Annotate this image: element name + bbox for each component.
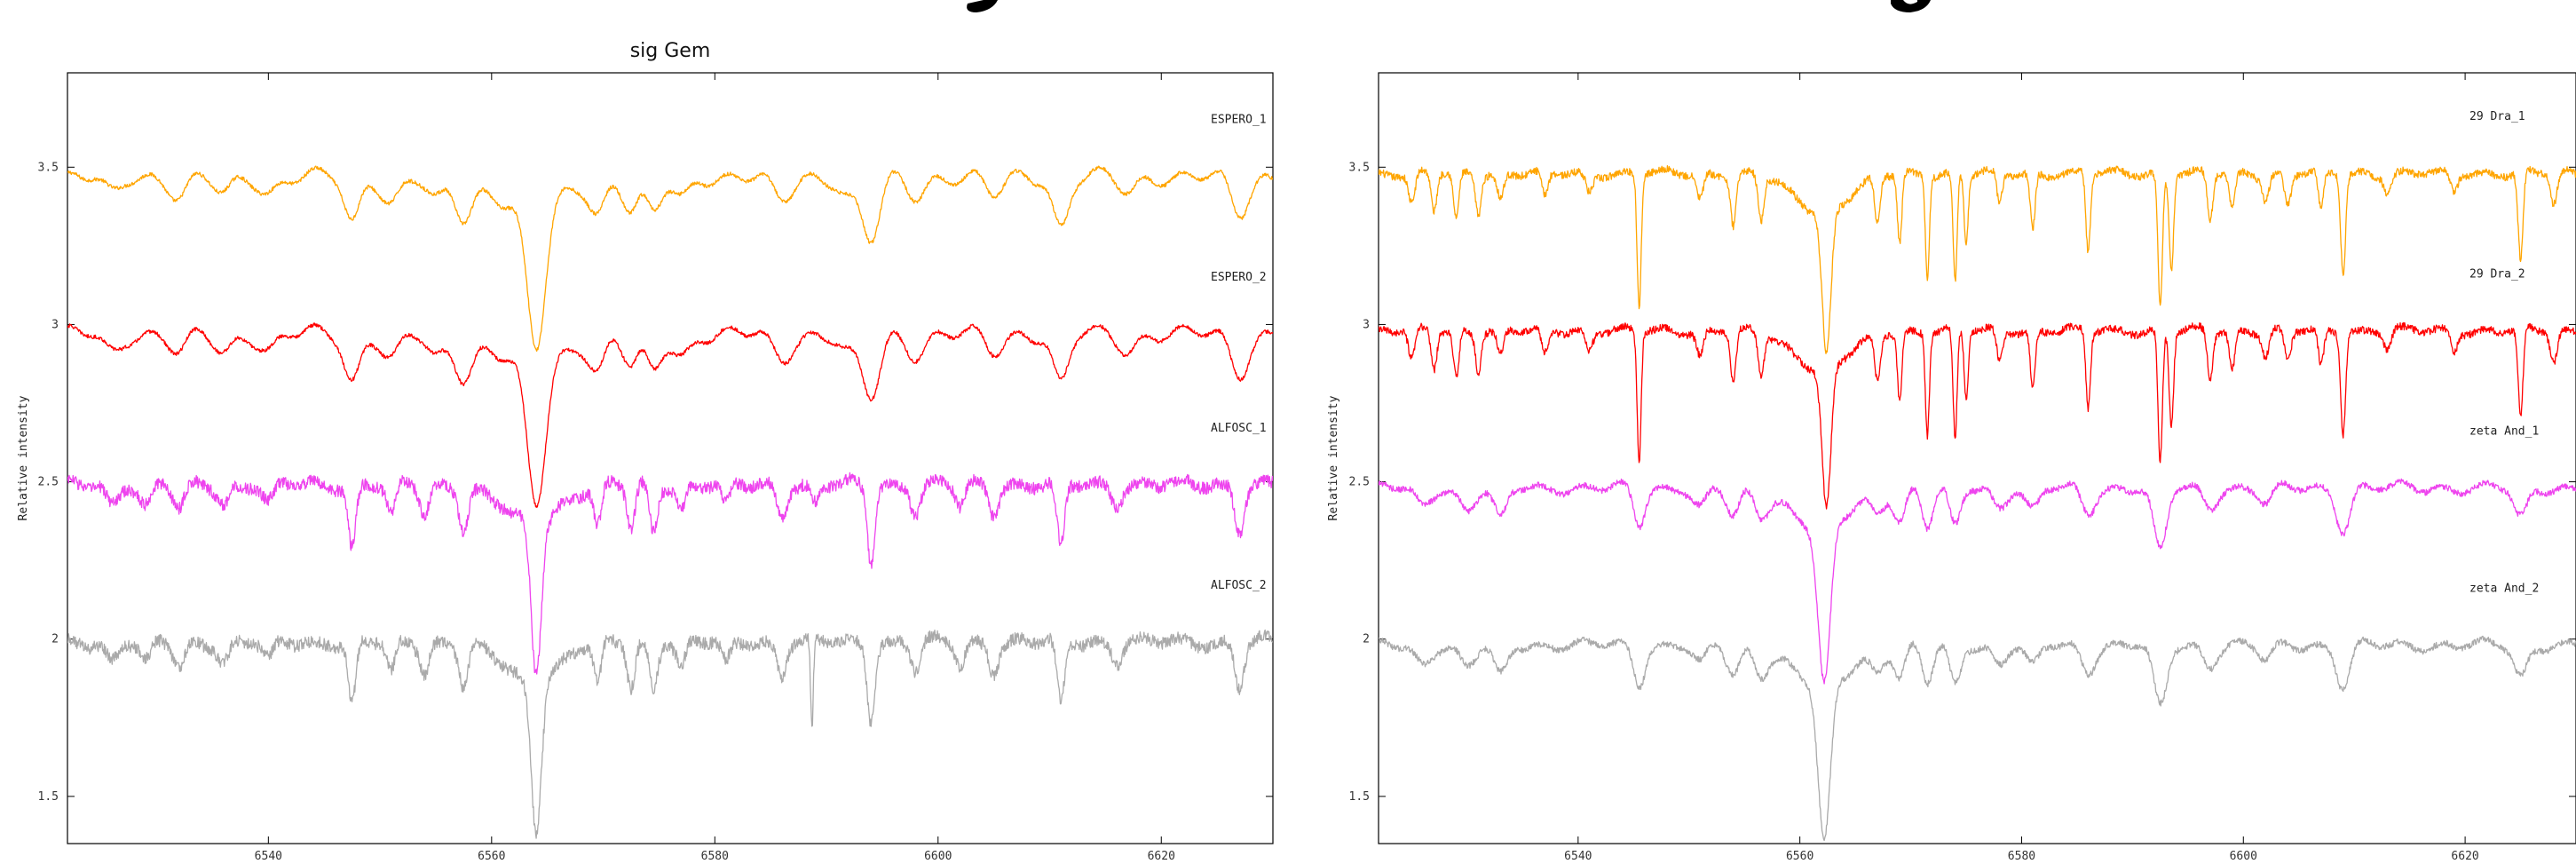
spectrum-line-zeta-and_2 <box>1379 635 2576 842</box>
x-tick-label: 6620 <box>2451 850 2478 863</box>
x-tick-label: 6600 <box>2230 850 2257 863</box>
series-label: zeta And_2 <box>2469 583 2539 596</box>
spectrum-line-espero_2 <box>67 322 1273 508</box>
y-tick-label: 3 <box>51 318 59 331</box>
x-tick-label: 6580 <box>2008 850 2035 863</box>
spectrum-line-alfosc_2 <box>67 629 1273 839</box>
y-tick-label: 3 <box>1363 318 1370 331</box>
x-tick-label: 6620 <box>1148 850 1175 863</box>
series-label: 29 Dra_1 <box>2469 110 2525 123</box>
spectrum-line-29-dra_2 <box>1379 321 2576 510</box>
x-tick-label: 6540 <box>1564 850 1592 863</box>
y-tick-label: 2 <box>51 633 59 646</box>
series-label: ESPERO_1 <box>1211 114 1267 127</box>
y-axis-label: Relative intensity <box>1327 395 1340 520</box>
cropped-header-banner <box>967 0 1931 12</box>
series-label: ALFOSC_2 <box>1211 579 1267 592</box>
chart-title: sig Gem <box>630 40 711 62</box>
x-tick-label: 6560 <box>1786 850 1813 863</box>
y-tick-label: 1.5 <box>1349 790 1370 804</box>
x-tick-label: 6540 <box>255 850 282 863</box>
y-tick-label: 3.5 <box>38 161 59 174</box>
plot-frame <box>1378 72 2576 844</box>
series-label: ESPERO_2 <box>1211 271 1267 284</box>
chart-panel-1: sig Gem Relative intensity 6540 6560 6580 660… <box>17 40 1274 863</box>
y-tick-label: 3.5 <box>1349 161 1370 174</box>
chart-panel-2: Relative intensity 6540 6560 6580 6600 6620 1.… <box>1327 72 2576 863</box>
series-label: zeta And_1 <box>2469 424 2539 438</box>
series-label: ALFOSC_1 <box>1211 422 1267 435</box>
y-tick-label: 2 <box>1363 633 1370 646</box>
y-axis-label: Relative intensity <box>17 395 30 520</box>
spectrum-line-alfosc_1 <box>67 472 1273 675</box>
y-tick-label: 1.5 <box>38 790 59 804</box>
spectrum-line-29-dra_1 <box>1379 165 2576 354</box>
spectrum-line-zeta-and_1 <box>1379 478 2576 685</box>
spectrum-line-espero_1 <box>67 165 1273 353</box>
y-tick-label: 2.5 <box>38 476 59 489</box>
x-tick-label: 6560 <box>478 850 505 863</box>
x-tick-label: 6600 <box>924 850 952 863</box>
y-tick-label: 2.5 <box>1349 476 1370 489</box>
series-label: 29 Dra_2 <box>2469 267 2525 281</box>
plot-frame <box>67 72 1274 844</box>
x-tick-label: 6580 <box>701 850 729 863</box>
